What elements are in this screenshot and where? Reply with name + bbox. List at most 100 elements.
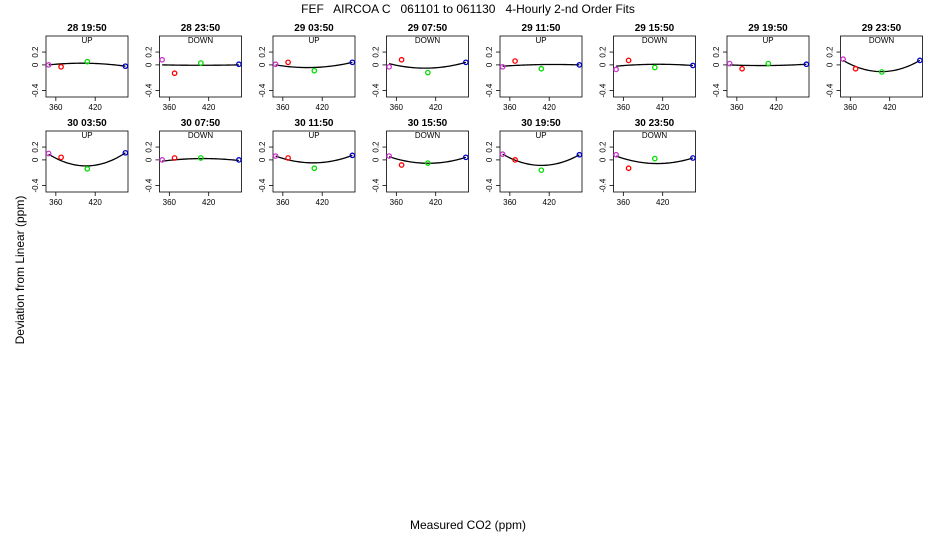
panel-title: 29 23:50 (862, 23, 902, 34)
panel-direction-label: DOWN (415, 131, 441, 140)
data-point (386, 153, 392, 159)
x-tick-label: 420 (656, 198, 670, 207)
panel-7: 29 19:50 UP -0.4 0 0.2 360 420 (712, 23, 810, 112)
data-point (159, 56, 165, 63)
y-tick-label: -0.4 (599, 178, 608, 192)
y-tick-label: 0 (712, 62, 721, 67)
x-tick-label: 360 (276, 198, 290, 207)
data-point (159, 157, 165, 163)
y-tick-label: 0.2 (31, 141, 40, 153)
x-tick-label: 360 (617, 198, 631, 207)
data-point (690, 62, 696, 69)
panel-direction-label: DOWN (188, 36, 214, 45)
panel-title: 29 03:50 (294, 23, 334, 34)
x-tick-label: 420 (429, 198, 443, 207)
data-point (285, 59, 291, 66)
panel-direction-label: UP (81, 36, 92, 45)
x-tick-label: 420 (89, 103, 103, 112)
data-point (852, 65, 859, 72)
x-tick-label: 360 (390, 103, 404, 112)
data-point (349, 152, 356, 159)
panel-direction-label: UP (535, 131, 546, 140)
panel-frame (726, 35, 810, 98)
y-tick-label: 0.2 (712, 46, 721, 58)
data-point (512, 157, 518, 163)
data-point (625, 57, 632, 64)
fit-curve (616, 63, 693, 67)
fit-curve (275, 61, 353, 69)
panel-frame (840, 35, 923, 98)
chart-title: FEF AIRCOA C 061101 to 061130 4-Hourly 2… (301, 2, 635, 16)
data-point (171, 155, 178, 161)
fit-curve (48, 152, 126, 167)
data-point (512, 58, 518, 64)
panel-direction-label: UP (535, 36, 546, 45)
panel-13: 30 19:50 UP -0.4 0 0.2 360 420 (485, 118, 583, 207)
panel-title: 30 07:50 (181, 118, 221, 129)
y-tick-label: -0.4 (485, 178, 494, 192)
data-point (625, 165, 632, 172)
panel-frame (613, 130, 696, 193)
data-point (538, 65, 545, 72)
y-tick-label: -0.4 (258, 178, 267, 192)
data-point (424, 69, 431, 76)
data-point (840, 56, 846, 62)
data-point (613, 66, 619, 73)
panel-14: 30 23:50 DOWN -0.4 0 0.2 360 420 (599, 118, 696, 207)
y-tick-label: 0 (145, 157, 154, 162)
panel-title: 29 15:50 (635, 23, 675, 34)
y-tick-label: -0.4 (826, 83, 835, 97)
panel-5: 29 11:50 UP -0.4 0 0.2 360 420 (485, 23, 583, 112)
data-point (386, 63, 392, 70)
data-point (272, 153, 279, 159)
y-tick-label: 0.2 (372, 46, 381, 58)
panel-6: 29 15:50 DOWN -0.4 0 0.2 360 420 (599, 23, 696, 112)
panel-title: 28 23:50 (181, 23, 221, 34)
panel-frame (386, 35, 469, 98)
panel-title: 30 11:50 (295, 118, 334, 129)
panel-title: 30 03:50 (67, 118, 107, 129)
panel-12: 30 15:50 DOWN -0.4 0 0.2 360 420 (372, 118, 469, 207)
x-tick-label: 420 (656, 103, 670, 112)
y-tick-label: 0.2 (145, 141, 154, 153)
data-point (84, 58, 91, 65)
data-point (576, 62, 583, 68)
y-tick-label: 0.2 (31, 46, 40, 58)
panel-direction-label: DOWN (415, 36, 441, 45)
panel-3: 29 03:50 UP -0.4 0 0.2 360 420 (258, 23, 356, 112)
fit-curve (388, 156, 467, 164)
data-point (499, 151, 506, 157)
y-tick-label: -0.4 (372, 178, 381, 192)
data-point (236, 61, 242, 68)
data-point (84, 166, 91, 172)
y-tick-label: 0 (372, 62, 381, 67)
panel-frame (159, 35, 242, 98)
x-tick-label: 420 (429, 103, 443, 112)
y-tick-label: 0 (31, 157, 40, 162)
x-axis-label: Measured CO2 (ppm) (409, 518, 527, 532)
y-tick-label: 0 (372, 157, 381, 162)
data-point (398, 162, 405, 168)
y-tick-label: 0 (826, 62, 835, 67)
x-tick-label: 420 (202, 103, 216, 112)
y-tick-label: 0.2 (485, 46, 494, 58)
x-tick-label: 420 (770, 103, 784, 112)
x-tick-label: 360 (617, 103, 631, 112)
data-point (272, 61, 279, 68)
y-tick-label: 0.2 (258, 141, 267, 153)
fit-curve (502, 63, 580, 67)
x-tick-label: 360 (844, 103, 858, 112)
panel-2: 28 23:50 DOWN -0.4 0 0.2 360 420 (145, 23, 242, 112)
y-tick-label: 0.2 (599, 141, 608, 153)
panel-direction-label: DOWN (642, 131, 668, 140)
data-point (463, 154, 469, 161)
data-point (58, 63, 64, 70)
data-point (878, 69, 885, 75)
data-point (398, 56, 405, 63)
data-point (917, 57, 923, 64)
data-point (197, 155, 204, 161)
panel-title: 28 19:50 (67, 23, 107, 34)
data-point (349, 59, 356, 66)
data-point (739, 65, 745, 72)
data-point (538, 167, 545, 174)
